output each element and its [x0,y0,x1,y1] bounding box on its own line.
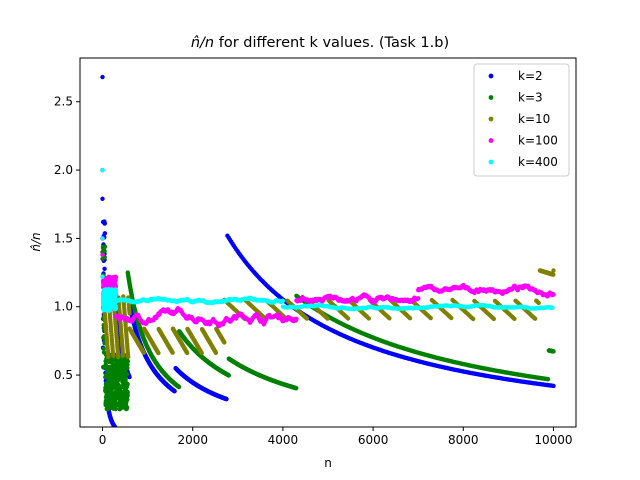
legend-marker [488,95,494,100]
x-tick-label: 2000 [177,433,208,447]
data-point [125,397,130,402]
data-point [113,275,119,280]
data-point [126,354,131,360]
data-point [101,346,106,351]
data-point [551,272,556,277]
chart-title-math: n̂/n [191,35,214,51]
data-point [224,396,229,402]
data-point [366,316,371,321]
data-point [113,305,119,311]
legend-label: k=400 [518,155,558,169]
data-point [184,350,190,356]
legend-marker [488,73,494,79]
data-point [551,292,556,297]
y-axis-label: n̂/n [29,232,43,251]
data-point [449,315,454,321]
y-tick-label: 2.5 [54,95,73,109]
data-point [491,316,496,322]
data-point [536,300,541,306]
data-point [127,311,132,316]
data-point [222,340,227,345]
data-point [428,315,433,321]
data-point [551,268,556,273]
data-point [125,362,130,367]
y-tick-label: 0.5 [54,368,73,382]
data-point [100,274,105,279]
data-point [325,316,330,321]
data-point [407,316,413,321]
data-point [226,373,231,378]
data-point [102,266,107,271]
series-k=3 [100,244,556,412]
x-tick-label: 0 [99,433,107,447]
data-point [125,393,130,398]
legend-marker [488,138,494,143]
data-point [100,236,105,241]
y-tick-label: 1.0 [54,300,73,314]
data-point [172,389,177,394]
legend-marker [488,159,494,165]
chart-title: n̂/n for different k values. (Task 1.b) [191,35,449,51]
data-point [345,316,351,321]
data-point [111,353,116,358]
data-point [102,221,107,226]
data-point [100,252,105,257]
data-point [124,405,130,410]
data-point [294,316,299,322]
data-point [125,381,130,387]
chart-title-rest: for different k values. (Task 1.b) [214,35,449,51]
data-point [106,354,111,360]
data-point [416,296,421,301]
legend-label: k=2 [518,69,543,83]
x-tick-label: 6000 [358,433,389,447]
data-point [551,349,556,354]
data-point [532,316,538,321]
y-tick-label: 1.5 [54,231,73,245]
data-point [116,354,121,360]
data-point [294,386,299,391]
data-point [156,350,161,356]
data-point [551,383,556,389]
data-point [113,290,119,296]
data-point [280,298,286,303]
legend-label: k=10 [518,112,550,126]
data-point [550,305,555,310]
legend-label: k=100 [518,134,558,148]
data-point [141,350,146,355]
x-tick-label: 8000 [448,433,479,447]
data-point [102,231,108,236]
data-point [213,350,219,355]
data-point [199,350,204,356]
plot-area [100,74,556,427]
data-point [512,316,517,321]
data-point [102,244,108,249]
y-tick-label: 2.0 [54,163,73,177]
data-point [100,256,105,262]
legend: k=2 k=3 k=10 k=100 k=400 [473,63,570,177]
data-point [100,196,105,201]
data-point [100,167,105,173]
data-point [176,384,182,390]
data-point [471,316,476,322]
data-point [118,388,124,394]
x-tick-label: 10000 [534,433,572,447]
data-point [304,316,309,321]
data-point [124,371,130,377]
data-point [113,406,119,412]
data-point [125,358,130,364]
x-tick-label: 4000 [268,433,299,447]
data-point [387,316,392,321]
data-point [170,350,175,355]
data-point [100,74,105,80]
data-point [127,374,132,380]
data-point [545,377,551,382]
data-point [120,353,126,358]
data-point [125,365,130,371]
x-axis-label: n [324,456,332,470]
legend-marker [488,116,494,122]
legend-label: k=3 [518,91,543,105]
